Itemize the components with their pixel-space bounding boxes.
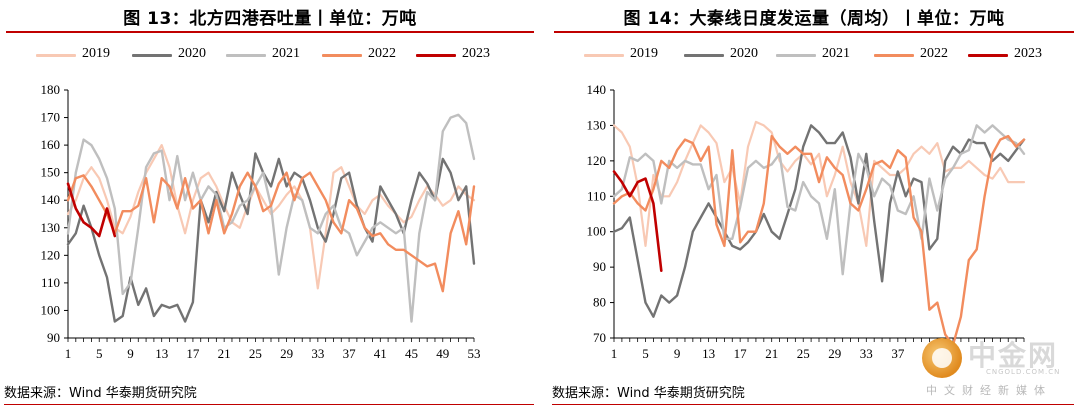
x-tick-label: 25 [797, 346, 810, 361]
chart-legend: 2019 2020 2021 2022 2023 [0, 46, 540, 64]
x-tick-label: 25 [249, 346, 262, 361]
x-tick-label: 21 [218, 346, 231, 361]
chart-title: 图 14：大秦线日度发运量（周均）丨单位：万吨 [623, 9, 1005, 29]
legend-swatch [416, 54, 456, 57]
chart-title: 图 13：北方四港吞吐量丨单位：万吨 [123, 9, 417, 29]
y-tick-label: 110 [41, 275, 60, 290]
x-tick-label: 9 [127, 346, 134, 361]
chart-panel-right: 图 14：大秦线日度发运量（周均）丨单位：万吨 2019 2020 2021 2… [548, 0, 1080, 407]
watermark-sub: 中文财经新媒体 [926, 384, 1052, 397]
x-tick-label: 45 [405, 346, 418, 361]
legend-label: 2023 [1014, 46, 1042, 61]
y-tick-label: 100 [41, 302, 61, 317]
x-tick-label: 5 [96, 346, 103, 361]
watermark-cn: 中金网 [968, 339, 1059, 372]
series-line-2021 [612, 124, 1026, 276]
series-line-2023 [612, 170, 663, 272]
x-tick-label: 29 [828, 346, 841, 361]
chart-source: 数据来源：Wind 华泰期货研究院 [4, 386, 197, 401]
x-tick-label: 49 [436, 346, 449, 361]
series-line-2023 [66, 182, 117, 238]
legend-swatch [226, 54, 266, 57]
x-tick-label: 1 [65, 346, 72, 361]
title-divider [6, 31, 534, 33]
y-tick-label: 160 [41, 137, 61, 152]
chart-panel-left: 图 13：北方四港吞吐量丨单位：万吨 2019 2020 2021 2022 2… [0, 9, 540, 405]
series-line-2020 [612, 124, 1026, 318]
series-line-2020 [66, 152, 476, 323]
x-tick-label: 29 [280, 346, 293, 361]
y-tick-label: 80 [593, 295, 606, 310]
y-tick-label: 110 [587, 188, 606, 203]
x-tick-label: 13 [155, 346, 168, 361]
line-chart-plot: 90 100 110 120 130 140 150 160 170 180 1 5 9 13 17 21 25… [41, 82, 481, 361]
source-divider [552, 404, 1074, 405]
legend-label: 2020 [178, 46, 206, 61]
y-tick-label: 70 [593, 330, 606, 345]
series-line-2019 [612, 120, 1026, 247]
legend-swatch [132, 54, 172, 57]
x-tick-label: 33 [311, 346, 324, 361]
line-chart-plot: 7080901001101201301401591317212529333741 [587, 82, 1026, 361]
x-tick-label: 9 [674, 346, 681, 361]
y-tick-label: 180 [41, 82, 61, 97]
y-tick-label: 90 [47, 330, 60, 345]
series-line-2022 [66, 171, 476, 293]
y-tick-label: 130 [587, 117, 607, 132]
legend-label: 2019 [630, 46, 658, 61]
x-tick-label: 37 [343, 346, 357, 361]
legend-swatch [776, 54, 816, 57]
legend-label: 2019 [82, 46, 110, 61]
y-tick-label: 120 [41, 247, 61, 262]
y-tick-label: 130 [41, 220, 61, 235]
x-tick-label: 13 [702, 346, 715, 361]
y-tick-label: 140 [41, 192, 61, 207]
legend-label: 2021 [822, 46, 850, 61]
legend-label: 2022 [368, 46, 396, 61]
x-tick-label: 17 [734, 346, 748, 361]
x-tick-label: 41 [374, 346, 387, 361]
legend-label: 2022 [920, 46, 948, 61]
y-tick-label: 90 [593, 259, 606, 274]
series-line-2022 [612, 134, 1026, 347]
x-tick-label: 17 [186, 346, 200, 361]
chart-legend: 2019 2020 2021 2022 2023 [548, 46, 1080, 64]
watermark-logo-icon [922, 338, 962, 378]
watermark: 中金网 CNGOLD.COM.CN 中文财经新媒体 [922, 334, 1072, 402]
legend-label: 2023 [462, 46, 490, 61]
legend-swatch [36, 54, 76, 57]
legend-swatch [684, 54, 724, 57]
watermark-en: CNGOLD.COM.CN [986, 368, 1061, 376]
legend-swatch [874, 54, 914, 57]
x-tick-label: 33 [860, 346, 873, 361]
legend-swatch [584, 54, 624, 57]
y-tick-label: 170 [41, 110, 61, 125]
y-tick-label: 150 [41, 165, 61, 180]
x-tick-label: 21 [765, 346, 778, 361]
x-tick-label: 1 [611, 346, 618, 361]
title-divider [554, 31, 1074, 33]
source-divider [4, 404, 534, 405]
legend-label: 2020 [730, 46, 758, 61]
series-line-2019 [66, 143, 476, 290]
x-tick-label: 53 [468, 346, 481, 361]
x-tick-label: 37 [891, 346, 905, 361]
legend-swatch [968, 54, 1008, 57]
chart-source: 数据来源：Wind 华泰期货研究院 [552, 386, 745, 401]
x-tick-label: 5 [642, 346, 649, 361]
y-tick-label: 140 [587, 82, 607, 97]
y-tick-label: 120 [587, 153, 607, 168]
legend-label: 2021 [272, 46, 300, 61]
legend-swatch [322, 54, 362, 57]
y-tick-label: 100 [587, 224, 607, 239]
